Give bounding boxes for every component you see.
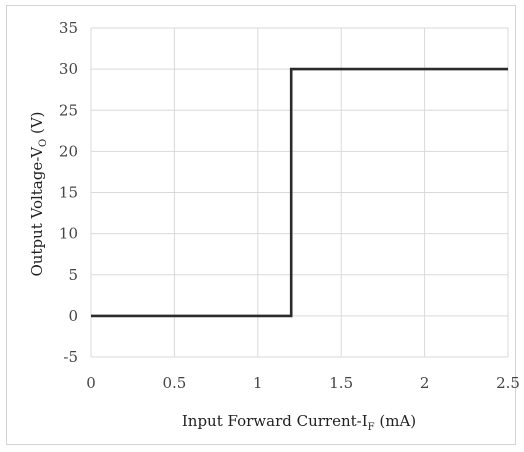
y-axis-ticks: -5 0 5 10 15 20 25 30 35 bbox=[59, 19, 78, 366]
x-axis-ticks: 0 0.5 1 1.5 2 2.5 bbox=[86, 374, 520, 392]
x-tick-label: 2 bbox=[420, 374, 430, 392]
y-tick-label: 20 bbox=[59, 142, 78, 160]
x-tick-label: 0.5 bbox=[162, 374, 186, 392]
y-tick-label: 35 bbox=[59, 19, 78, 37]
y-tick-label: 0 bbox=[68, 307, 78, 325]
y-tick-label: 25 bbox=[59, 101, 78, 119]
x-tick-label: 1 bbox=[253, 374, 263, 392]
x-tick-label: 1.5 bbox=[329, 374, 353, 392]
y-tick-label: 10 bbox=[59, 225, 78, 243]
x-tick-label: 2.5 bbox=[496, 374, 520, 392]
y-tick-label: -5 bbox=[63, 348, 78, 366]
series-line bbox=[91, 67, 508, 318]
y-tick-label: 15 bbox=[59, 184, 78, 202]
series-layer bbox=[91, 67, 508, 318]
y-axis-title: Output Voltage-VO (V) bbox=[28, 111, 49, 276]
y-tick-label: 30 bbox=[59, 60, 78, 78]
x-tick-label: 0 bbox=[86, 374, 96, 392]
grid-layer bbox=[90, 27, 509, 358]
y-tick-label: 5 bbox=[68, 266, 78, 284]
x-axis-title: Input Forward Current-IF (mA) bbox=[182, 412, 416, 433]
